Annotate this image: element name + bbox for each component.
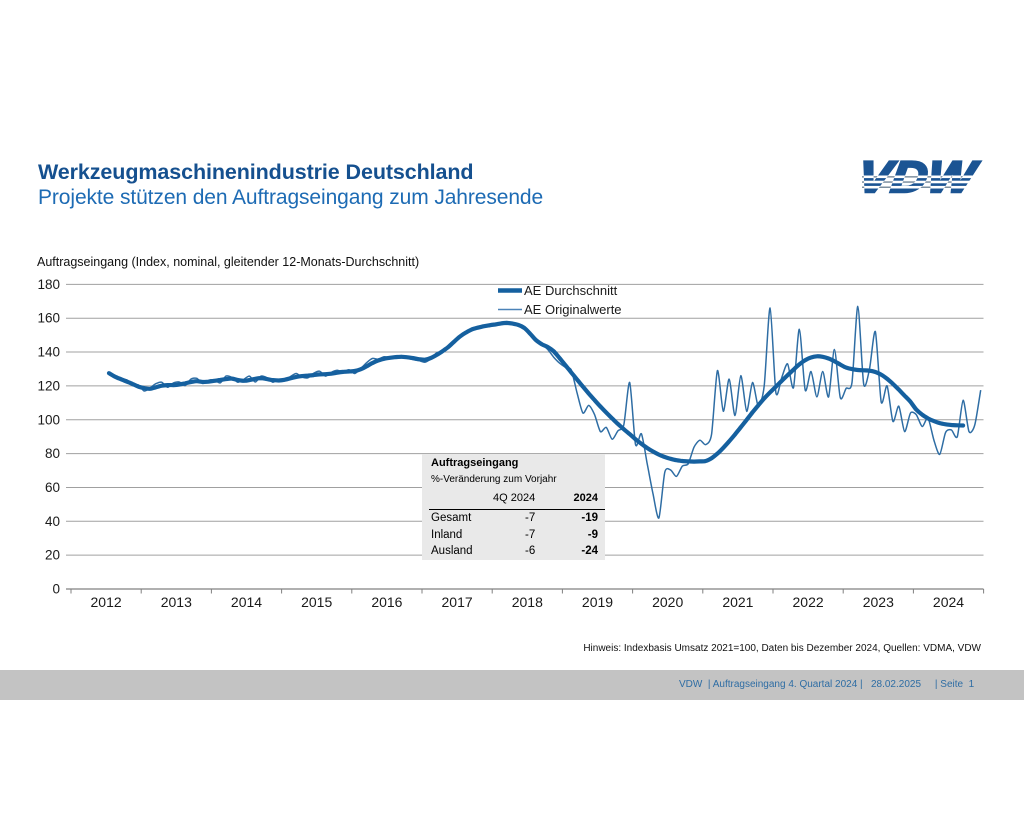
svg-text:2013: 2013 <box>161 594 192 610</box>
svg-text:120: 120 <box>37 378 60 393</box>
svg-text:160: 160 <box>37 311 60 326</box>
svg-text:140: 140 <box>37 345 60 360</box>
svg-text:2016: 2016 <box>371 594 402 610</box>
svg-text:40: 40 <box>45 514 60 529</box>
svg-text:2021: 2021 <box>722 594 753 610</box>
svg-text:2014: 2014 <box>231 594 262 610</box>
svg-text:180: 180 <box>37 277 60 292</box>
svg-text:80: 80 <box>45 446 60 461</box>
svg-text:2015: 2015 <box>301 594 332 610</box>
svg-text:AE Originalwerte: AE Originalwerte <box>524 302 622 317</box>
svg-text:2012: 2012 <box>91 594 122 610</box>
svg-text:2024: 2024 <box>933 594 964 610</box>
svg-text:AE Durchschnitt: AE Durchschnitt <box>524 283 618 298</box>
svg-text:VDW: VDW <box>855 153 982 201</box>
svg-text:2019: 2019 <box>582 594 613 610</box>
svg-text:2017: 2017 <box>442 594 473 610</box>
svg-text:2022: 2022 <box>793 594 824 610</box>
svg-text:0: 0 <box>52 582 60 597</box>
svg-text:2020: 2020 <box>652 594 683 610</box>
svg-text:2023: 2023 <box>863 594 894 610</box>
svg-text:2018: 2018 <box>512 594 543 610</box>
svg-text:100: 100 <box>37 412 60 427</box>
svg-text:60: 60 <box>45 480 60 495</box>
svg-text:20: 20 <box>45 548 60 563</box>
